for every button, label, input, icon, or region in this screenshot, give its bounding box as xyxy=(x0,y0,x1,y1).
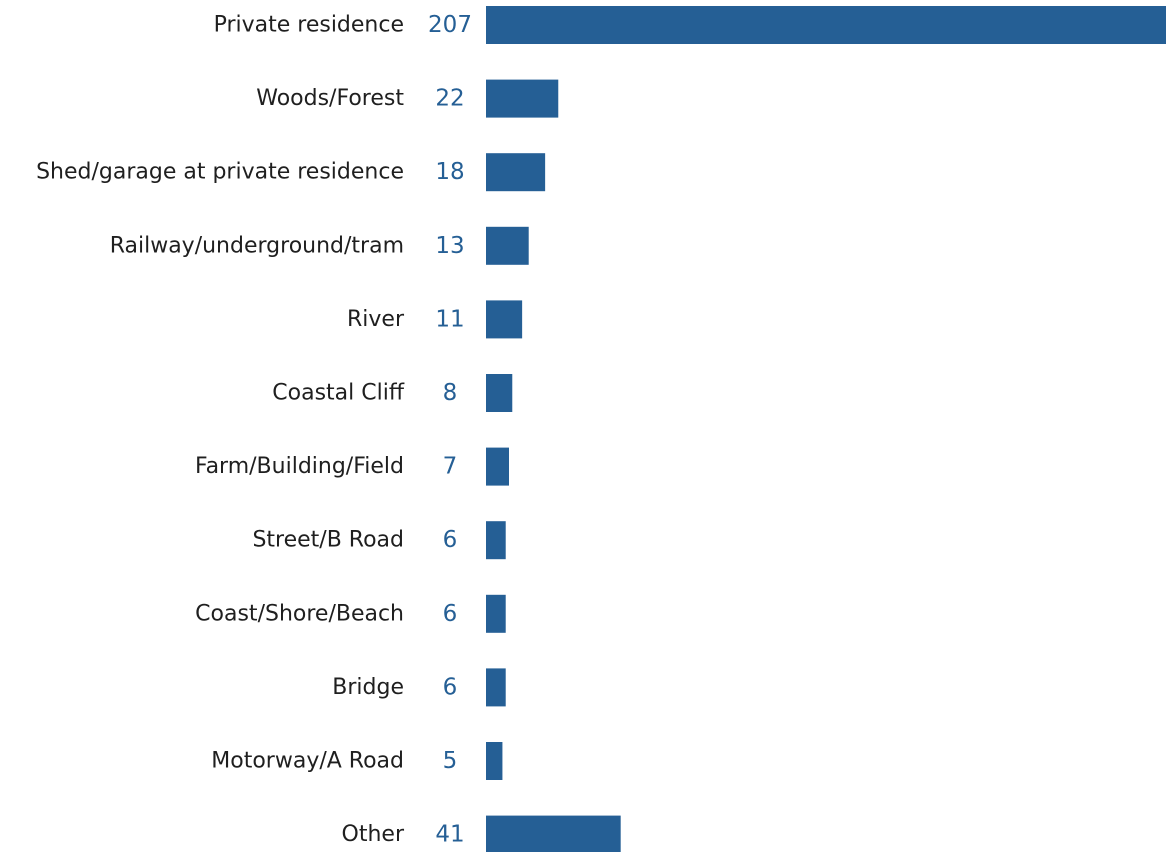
bar xyxy=(486,594,506,633)
bar xyxy=(486,521,506,560)
category-label: Woods/Forest xyxy=(256,86,404,111)
category-label: River xyxy=(347,307,405,332)
value-label: 6 xyxy=(443,674,458,700)
value-label: 13 xyxy=(435,233,464,259)
category-label: Motorway/A Road xyxy=(211,749,404,774)
value-label: 22 xyxy=(435,86,464,112)
bar-row: Coast/Shore/Beach 6 xyxy=(195,594,506,633)
bar-rows: Private residence 207 Woods/Forest 22 Shed/g… xyxy=(36,6,1166,852)
bar-row: Shed/garage at private residence 18 xyxy=(36,153,546,192)
bar-row: Woods/Forest 22 xyxy=(256,79,559,118)
category-label: Railway/underground/tram xyxy=(110,233,404,258)
bar xyxy=(486,374,513,412)
category-label: Farm/Building/Field xyxy=(195,454,404,479)
bar xyxy=(486,226,529,265)
bar xyxy=(486,815,621,852)
value-label: 8 xyxy=(443,380,458,406)
bar xyxy=(486,153,546,192)
category-label: Coastal Cliff xyxy=(272,381,405,406)
category-label: Other xyxy=(342,822,405,847)
value-label: 7 xyxy=(443,454,458,480)
value-label: 41 xyxy=(435,822,464,848)
bar xyxy=(486,668,506,707)
bar-row: River 11 xyxy=(347,300,523,339)
category-label: Bridge xyxy=(332,675,404,700)
value-label: 6 xyxy=(443,527,458,553)
value-label: 207 xyxy=(428,12,472,38)
bar-row: Farm/Building/Field 7 xyxy=(195,447,509,486)
category-label: Street/B Road xyxy=(252,528,404,553)
bar xyxy=(486,6,1166,44)
value-label: 11 xyxy=(435,306,464,332)
bar-row: Street/B Road 6 xyxy=(252,521,506,560)
bar xyxy=(486,79,559,118)
category-label: Private residence xyxy=(214,13,404,38)
bar-row: Bridge 6 xyxy=(332,668,506,707)
value-label: 18 xyxy=(435,159,464,185)
bar xyxy=(486,447,509,486)
bar-row: Motorway/A Road 5 xyxy=(211,742,503,780)
value-label: 6 xyxy=(443,601,458,627)
bar xyxy=(486,742,503,780)
category-label: Coast/Shore/Beach xyxy=(195,601,404,626)
bar-row: Other 41 xyxy=(342,815,621,852)
value-label: 5 xyxy=(443,748,458,774)
bar-row: Coastal Cliff 8 xyxy=(272,374,513,412)
category-label: Shed/garage at private residence xyxy=(36,160,404,185)
bar-row: Railway/underground/tram 13 xyxy=(110,226,529,265)
bar-row: Private residence 207 xyxy=(214,6,1166,44)
bar xyxy=(486,300,523,339)
